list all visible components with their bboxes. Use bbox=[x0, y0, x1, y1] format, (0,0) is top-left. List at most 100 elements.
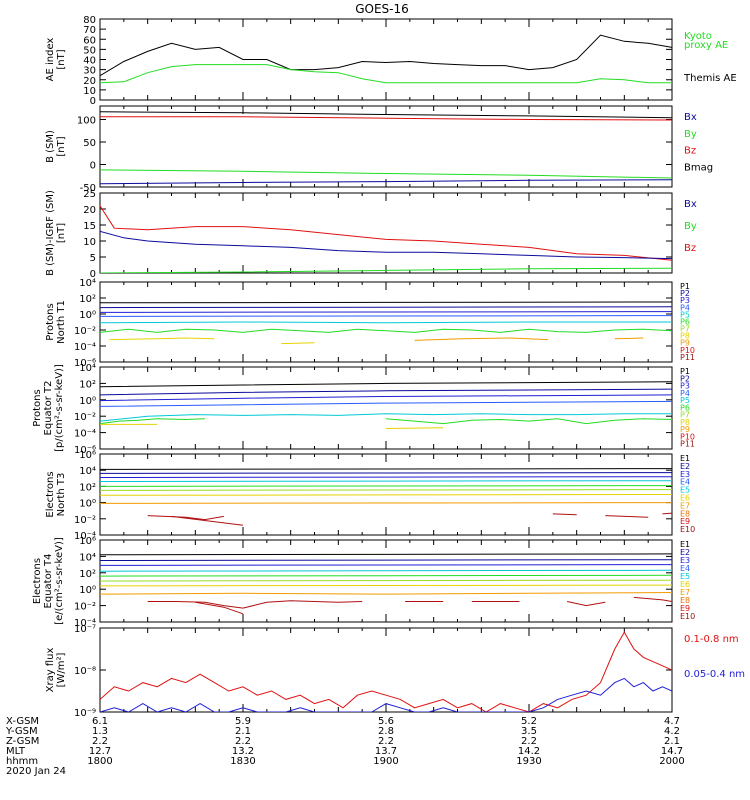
y-tick-label: -50 bbox=[80, 183, 96, 194]
series-line-e9 bbox=[147, 515, 224, 521]
y-tick-label: 40 bbox=[83, 56, 96, 67]
series-line-e5 bbox=[100, 574, 672, 577]
y-axis-label: B (SM) bbox=[45, 130, 56, 163]
legend-entry: P9 bbox=[680, 339, 690, 348]
y-axis-label: Electrons bbox=[45, 471, 56, 517]
series-line-p2 bbox=[100, 388, 672, 396]
legend-entry: P5 bbox=[680, 310, 690, 319]
series-line-bx bbox=[100, 179, 672, 185]
legend-entry: 0.05-0.4 nm bbox=[684, 669, 745, 680]
series-line-p5 bbox=[100, 321, 672, 324]
ephemeris-value: 12.7 bbox=[89, 746, 111, 757]
y-tick-label: 10⁻² bbox=[74, 515, 96, 526]
ephemeris-value: 2.2 bbox=[92, 736, 108, 747]
y-tick-label: 10⁴ bbox=[79, 552, 96, 563]
panel-frame bbox=[99, 366, 673, 450]
series-line-0-1-0-8-nm bbox=[100, 631, 672, 712]
series-line-p1 bbox=[100, 301, 672, 304]
series-line-p4 bbox=[100, 400, 672, 407]
y-tick-label: 70 bbox=[83, 25, 96, 36]
y-tick-label: 0 bbox=[90, 96, 96, 107]
y-tick-label: 10⁰ bbox=[79, 585, 96, 596]
y-tick-label: 10⁴ bbox=[79, 278, 96, 289]
series-line-p8 bbox=[109, 337, 215, 341]
series-line-p4 bbox=[100, 315, 672, 317]
legend-entry: 0.1-0.8 nm bbox=[684, 634, 739, 645]
y-tick-label: 10⁻⁶ bbox=[74, 358, 96, 369]
ephemeris-value: 14.2 bbox=[518, 746, 540, 757]
y-axis-label: AE index bbox=[45, 38, 56, 82]
ephemeris-footer: X-GSMY-GSMZ-GSMMLThhmm6.11.32.212.718005… bbox=[5, 716, 685, 777]
y-axis-label: B (SM)-IGRF (SM) bbox=[45, 190, 56, 276]
legend-entry: By bbox=[684, 129, 697, 140]
ephemeris-value: 1930 bbox=[516, 756, 541, 767]
ephemeris-value: 1.3 bbox=[92, 726, 108, 737]
legend-entry: Themis AE bbox=[683, 73, 737, 84]
y-axis-label: Protons bbox=[45, 303, 56, 340]
panel-3: 0 5 10 15 20 25 B (SM)-IGRF (SM) [nT] Bx By Bz bbox=[45, 189, 697, 280]
legend-entry: E6 bbox=[680, 494, 690, 503]
y-tick-label: 0 bbox=[90, 269, 96, 280]
panel-7: 10⁻⁴ 10⁻² 10⁰ 10² 10⁴ 10⁶ Electrons Equator T4[… bbox=[32, 536, 695, 629]
y-tick-label: 10² bbox=[79, 569, 96, 580]
y-tick-label: 20 bbox=[83, 76, 96, 87]
series-line-e5 bbox=[100, 485, 672, 487]
ephemeris-value: 6.1 bbox=[92, 716, 108, 727]
series-line-p2 bbox=[100, 306, 672, 309]
row-label: X-GSM bbox=[6, 716, 39, 727]
series-line-e1 bbox=[100, 553, 672, 556]
legend-entry: E7 bbox=[680, 501, 690, 510]
series-line-e9f bbox=[633, 596, 672, 602]
panel-frame bbox=[99, 18, 673, 101]
y-tick-label: 50 bbox=[83, 138, 96, 149]
legend-entry: E5 bbox=[680, 572, 690, 581]
legend-entry: P11 bbox=[680, 353, 695, 362]
legend-entry: E8 bbox=[680, 509, 690, 518]
y-tick-label: 10 bbox=[83, 237, 96, 248]
legend-entry: P8 bbox=[680, 418, 690, 427]
y-axis-label: North T1 bbox=[56, 300, 67, 344]
ephemeris-value: 2.2 bbox=[521, 736, 537, 747]
ephemeris-value: 2.1 bbox=[235, 726, 251, 737]
series-line-p6 bbox=[100, 418, 205, 425]
legend-entry: P1 bbox=[680, 367, 690, 376]
y-tick-label: 10⁻⁹ bbox=[74, 708, 96, 719]
legend-entry: Bz bbox=[684, 146, 696, 157]
y-tick-label: 60 bbox=[83, 35, 96, 46]
legend-entry: Bx bbox=[684, 112, 697, 123]
y-axis-label: Electrons bbox=[32, 558, 43, 604]
series-line-p3 bbox=[100, 394, 672, 402]
ephemeris-value: 2000 bbox=[659, 756, 684, 767]
row-label: Y-GSM bbox=[5, 726, 38, 737]
figure-title: GOES-16 bbox=[355, 2, 409, 16]
series-line-e9c bbox=[552, 513, 577, 516]
panel-5: 10⁻⁶ 10⁻⁴ 10⁻² 10⁰ 10² 10⁴ Protons Equator T2 [p… bbox=[32, 363, 695, 456]
y-tick-label: 20 bbox=[83, 205, 96, 216]
legend-entry: P11 bbox=[680, 440, 695, 449]
series-line-by bbox=[100, 169, 672, 179]
ephemeris-value: 13.7 bbox=[375, 746, 397, 757]
y-axis-label: [p/(cm²-s-sr-keV)] bbox=[54, 364, 65, 452]
legend-entry: E3 bbox=[680, 470, 690, 479]
y-tick-label: 10² bbox=[79, 379, 96, 390]
series-line-e9e bbox=[566, 601, 606, 607]
legend-entry: E5 bbox=[680, 486, 690, 495]
series-line-bx bbox=[100, 230, 672, 260]
legend-entry: P10 bbox=[680, 432, 695, 441]
y-axis-label: [nT] bbox=[56, 223, 67, 243]
y-tick-label: 10⁻⁴ bbox=[74, 618, 96, 629]
legend-entry: E2 bbox=[680, 462, 690, 471]
series-line-e2 bbox=[100, 559, 672, 561]
ephemeris-value: 2.8 bbox=[378, 726, 394, 737]
ephemeris-value: 13.2 bbox=[232, 746, 254, 757]
series-line-e1 bbox=[100, 468, 672, 470]
y-axis-label: [e/(cm²-s-sr-keV)] bbox=[54, 537, 65, 625]
series-line-bz bbox=[100, 116, 672, 121]
y-tick-label: 5 bbox=[90, 253, 96, 264]
panel-4: 10⁻⁶ 10⁻⁴ 10⁻² 10⁰ 10² 10⁴ Protons North T1 P1P2… bbox=[45, 278, 695, 369]
series-line-e8 bbox=[100, 592, 672, 595]
legend-entry: Bx bbox=[684, 199, 697, 210]
series-line-e4 bbox=[100, 569, 672, 572]
date-label: 2020 Jan 24 bbox=[6, 766, 66, 777]
